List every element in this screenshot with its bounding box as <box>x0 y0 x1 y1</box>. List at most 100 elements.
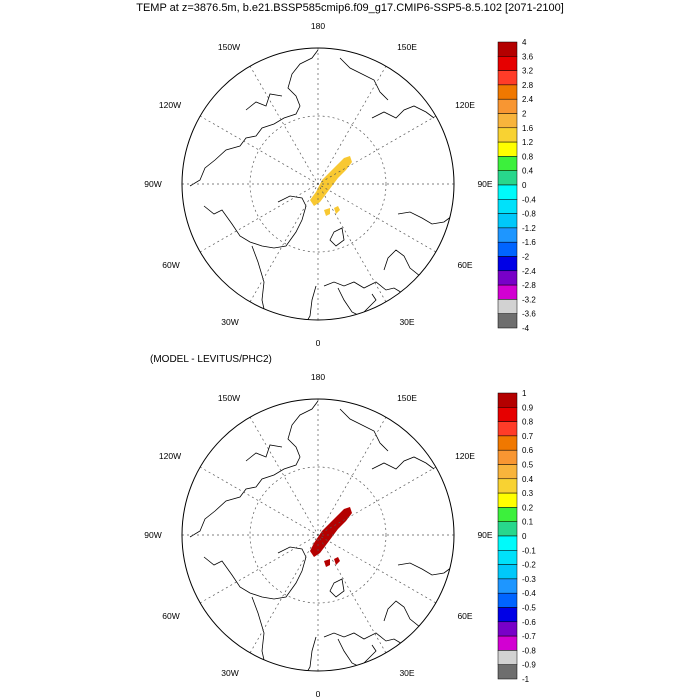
colorbar-box <box>497 550 518 565</box>
colorbar-label: 1.6 <box>522 124 534 133</box>
colorbar-box <box>497 564 518 580</box>
anomaly-field <box>310 156 352 216</box>
colorbar-box <box>497 113 518 129</box>
colorbar-box <box>497 592 518 608</box>
lon-label-120e: 120E <box>455 100 475 110</box>
colorbar-box <box>497 270 518 286</box>
colorbar-box <box>497 650 518 665</box>
colorbar-label: -0.8 <box>522 646 536 655</box>
figure-title: TEMP at z=3876.5m, b.e21.BSSP585cmip6.f0… <box>136 2 564 14</box>
colorbar-box <box>497 578 518 594</box>
colorbar-label: -0.3 <box>522 575 536 584</box>
colorbar-label: 0 <box>522 181 527 190</box>
colorbar-box <box>497 392 518 408</box>
colorbar-box <box>497 284 518 300</box>
colorbar-bottom: 1 0.9 0.8 0.7 0.6 0.5 0.4 0.3 0.2 0.1 0 -0.1 -0.2 -0.… <box>497 389 536 684</box>
colorbar-box <box>497 184 518 200</box>
colorbar-box <box>497 507 518 522</box>
colorbar-label: 0.2 <box>522 503 534 512</box>
colorbar-label: 2 <box>522 110 527 119</box>
colorbar-label: -0.8 <box>522 210 536 219</box>
colorbar-label: -2.8 <box>522 281 536 290</box>
map-panel-bottom: 180 0 150W 120W 90W 60W 30W 150E 120E 90… <box>144 372 536 699</box>
colorbar-label: 0.4 <box>522 475 534 484</box>
lon-label-30w: 30W <box>221 317 238 327</box>
colorbar-box <box>497 407 518 422</box>
lon-label-60e: 60E <box>457 611 472 621</box>
lon-label-0: 0 <box>316 338 321 348</box>
colorbar-label: -1 <box>522 675 530 684</box>
colorbar-label: 3.6 <box>522 52 534 61</box>
lon-label-120w: 120W <box>159 100 181 110</box>
colorbar-label: 0.9 <box>522 403 534 412</box>
colorbar-box <box>497 621 518 637</box>
lon-label-120e: 120E <box>455 451 475 461</box>
colorbar-box <box>497 535 518 551</box>
colorbar-label: -4 <box>522 324 530 333</box>
colorbar-label: 2.4 <box>522 95 534 104</box>
lon-label-90w: 90W <box>144 179 161 189</box>
coastlines <box>189 400 453 671</box>
anomaly-field <box>310 507 352 567</box>
colorbar-box <box>497 127 518 143</box>
colorbar-label: -1.2 <box>522 224 536 233</box>
colorbar-box <box>497 56 518 71</box>
colorbar-label: 0.5 <box>522 461 534 470</box>
lon-label-60w: 60W <box>162 260 179 270</box>
colorbar-label: 0.7 <box>522 432 534 441</box>
colorbar-label: -0.4 <box>522 589 536 598</box>
colorbar-box <box>497 492 518 508</box>
colorbar-label: -0.6 <box>522 618 536 627</box>
colorbar-box <box>497 449 518 465</box>
colorbar-label: 0 <box>522 532 527 541</box>
colorbar-box <box>497 313 518 329</box>
lon-label-150e: 150E <box>397 393 417 403</box>
colorbar-label: -0.4 <box>522 195 536 204</box>
colorbar-box <box>497 521 518 537</box>
lon-label-90e: 90E <box>477 179 492 189</box>
colorbar-label: -0.2 <box>522 561 536 570</box>
colorbar-box <box>497 241 518 257</box>
colorbar-label: 3.2 <box>522 67 534 76</box>
colorbar-box <box>497 478 518 494</box>
colorbar-box <box>497 421 518 437</box>
colorbar-label: -0.7 <box>522 632 536 641</box>
colorbar-box <box>497 84 518 100</box>
lon-label-150e: 150E <box>397 42 417 52</box>
lon-label-0: 0 <box>316 689 321 699</box>
colorbar-box <box>497 199 518 214</box>
colorbar-label: -3.6 <box>522 310 536 319</box>
colorbar-label: 1.2 <box>522 138 534 147</box>
lon-label-180: 180 <box>311 372 325 382</box>
colorbar-label: 0.8 <box>522 418 534 427</box>
colorbar-box <box>497 70 518 86</box>
colorbar-box <box>497 299 518 314</box>
colorbar-box <box>497 98 518 114</box>
colorbar-label: 0.6 <box>522 446 534 455</box>
colorbar-label: -1.6 <box>522 238 536 247</box>
colorbar-label: -3.2 <box>522 295 536 304</box>
lon-label-60e: 60E <box>457 260 472 270</box>
colorbar-label: -0.9 <box>522 661 536 670</box>
graticule <box>182 399 454 671</box>
lon-label-30e: 30E <box>399 668 414 678</box>
colorbar-label: 0.1 <box>522 518 534 527</box>
colorbar-box <box>497 464 518 480</box>
longitude-labels: 180 0 150W 120W 90W 60W 30W 150E 120E 90… <box>144 21 493 348</box>
colorbar-box <box>497 664 518 680</box>
colorbar-top: 4 3.6 3.2 2.8 2.4 2 1.6 1.2 0.8 0.4 0 -0.4 -0.8 -1.2 -… <box>497 38 536 333</box>
lon-label-60w: 60W <box>162 611 179 621</box>
colorbar-box <box>497 256 518 272</box>
lon-label-150w: 150W <box>218 42 240 52</box>
colorbar-box <box>497 607 518 623</box>
panel-subtitle: (MODEL - LEVITUS/PHC2) <box>150 354 272 365</box>
graticule <box>182 48 454 320</box>
colorbar-label: 4 <box>522 38 527 47</box>
lon-label-90e: 90E <box>477 530 492 540</box>
colorbar-box <box>497 170 518 186</box>
colorbar-box <box>497 227 518 243</box>
colorbar-box <box>497 435 518 451</box>
lon-label-120w: 120W <box>159 451 181 461</box>
lon-label-90w: 90W <box>144 530 161 540</box>
lon-label-180: 180 <box>311 21 325 31</box>
